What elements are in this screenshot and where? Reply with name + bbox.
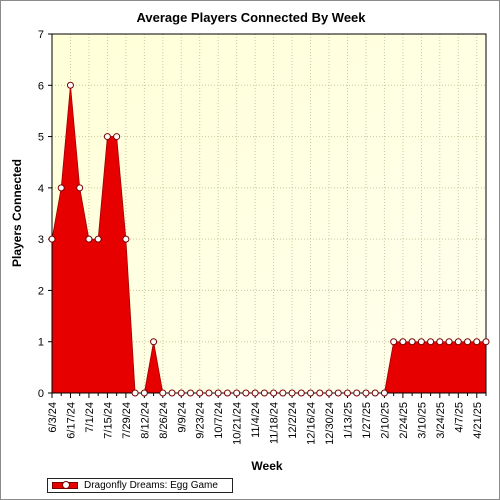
x-tick-label: 12/16/24 [306, 402, 318, 445]
data-point [307, 389, 315, 397]
data-point [417, 338, 425, 346]
data-point [76, 184, 84, 192]
data-point [85, 235, 93, 243]
data-point [454, 338, 462, 346]
x-axis-label: Week [251, 459, 283, 473]
data-point [187, 389, 195, 397]
data-point [482, 338, 490, 346]
data-point [473, 338, 481, 346]
x-tick-label: 7/15/24 [102, 402, 114, 439]
data-point [353, 389, 361, 397]
data-point [113, 133, 121, 141]
x-tick-label: 8/26/24 [158, 402, 170, 439]
data-point [316, 389, 324, 397]
data-point [150, 338, 158, 346]
x-tick-label: 4/21/25 [472, 402, 484, 439]
x-tick-label: 8/12/24 [139, 402, 151, 439]
x-tick-label: 9/23/24 [195, 402, 207, 439]
y-tick-label: 2 [38, 285, 44, 297]
data-point [390, 338, 398, 346]
data-point [445, 338, 453, 346]
x-tick-label: 7/1/24 [84, 402, 96, 433]
x-tick-label: 1/27/25 [361, 402, 373, 439]
chart-title: Average Players Connected By Week [136, 10, 366, 25]
legend-label: Dragonfly Dreams: Egg Game [84, 480, 218, 491]
x-tick-label: 11/4/24 [250, 402, 262, 438]
data-point [242, 389, 250, 397]
data-point [288, 389, 296, 397]
x-tick-label: 3/24/25 [435, 402, 447, 439]
y-tick-label: 3 [38, 234, 44, 246]
data-point [233, 389, 241, 397]
data-point [131, 389, 139, 397]
x-tick-label: 10/21/24 [232, 402, 244, 445]
x-tick-label: 9/9/24 [176, 402, 188, 433]
x-tick-label: 7/29/24 [121, 402, 133, 439]
x-tick-label: 3/10/25 [416, 402, 428, 439]
data-point [103, 133, 111, 141]
data-point [223, 389, 231, 397]
data-point [168, 389, 176, 397]
data-point [362, 389, 370, 397]
data-point [260, 389, 268, 397]
data-point [464, 338, 472, 346]
data-point [57, 184, 65, 192]
data-point [297, 389, 305, 397]
data-point [408, 338, 416, 346]
x-tick-label: 10/7/24 [213, 402, 225, 439]
x-tick-label: 11/18/24 [269, 402, 281, 444]
data-point [140, 389, 148, 397]
y-tick-label: 4 [38, 183, 44, 195]
y-tick-label: 0 [38, 388, 44, 400]
data-point [427, 338, 435, 346]
data-point [371, 389, 379, 397]
x-tick-label: 12/2/24 [287, 402, 299, 439]
x-tick-label: 1/13/25 [342, 402, 354, 439]
data-point [270, 389, 278, 397]
legend-swatch [52, 481, 78, 489]
plot-frame [51, 33, 487, 394]
x-tick-label: 6/3/24 [47, 402, 59, 433]
x-tick-label: 2/24/25 [398, 402, 410, 439]
x-tick-label: 2/10/25 [379, 402, 391, 439]
data-point [205, 389, 213, 397]
data-point [343, 389, 351, 397]
x-tick-label: 4/7/25 [453, 402, 465, 433]
y-tick-label: 5 [38, 132, 44, 144]
x-tick-label: 12/30/24 [324, 402, 336, 445]
x-tick-label: 6/17/24 [65, 402, 77, 439]
data-point [48, 235, 56, 243]
data-point [159, 389, 167, 397]
y-tick-label: 7 [38, 29, 44, 41]
y-tick-label: 1 [38, 337, 44, 349]
data-point [251, 389, 259, 397]
data-point [279, 389, 287, 397]
data-point [122, 235, 130, 243]
y-tick-label: 6 [38, 80, 44, 92]
data-point [66, 81, 74, 89]
data-point [399, 338, 407, 346]
data-point [196, 389, 204, 397]
data-point [177, 389, 185, 397]
legend: Dragonfly Dreams: Egg Game [47, 478, 233, 493]
data-point [94, 235, 102, 243]
data-point [380, 389, 388, 397]
data-point [214, 389, 222, 397]
data-point [334, 389, 342, 397]
data-point [436, 338, 444, 346]
data-point [325, 389, 333, 397]
